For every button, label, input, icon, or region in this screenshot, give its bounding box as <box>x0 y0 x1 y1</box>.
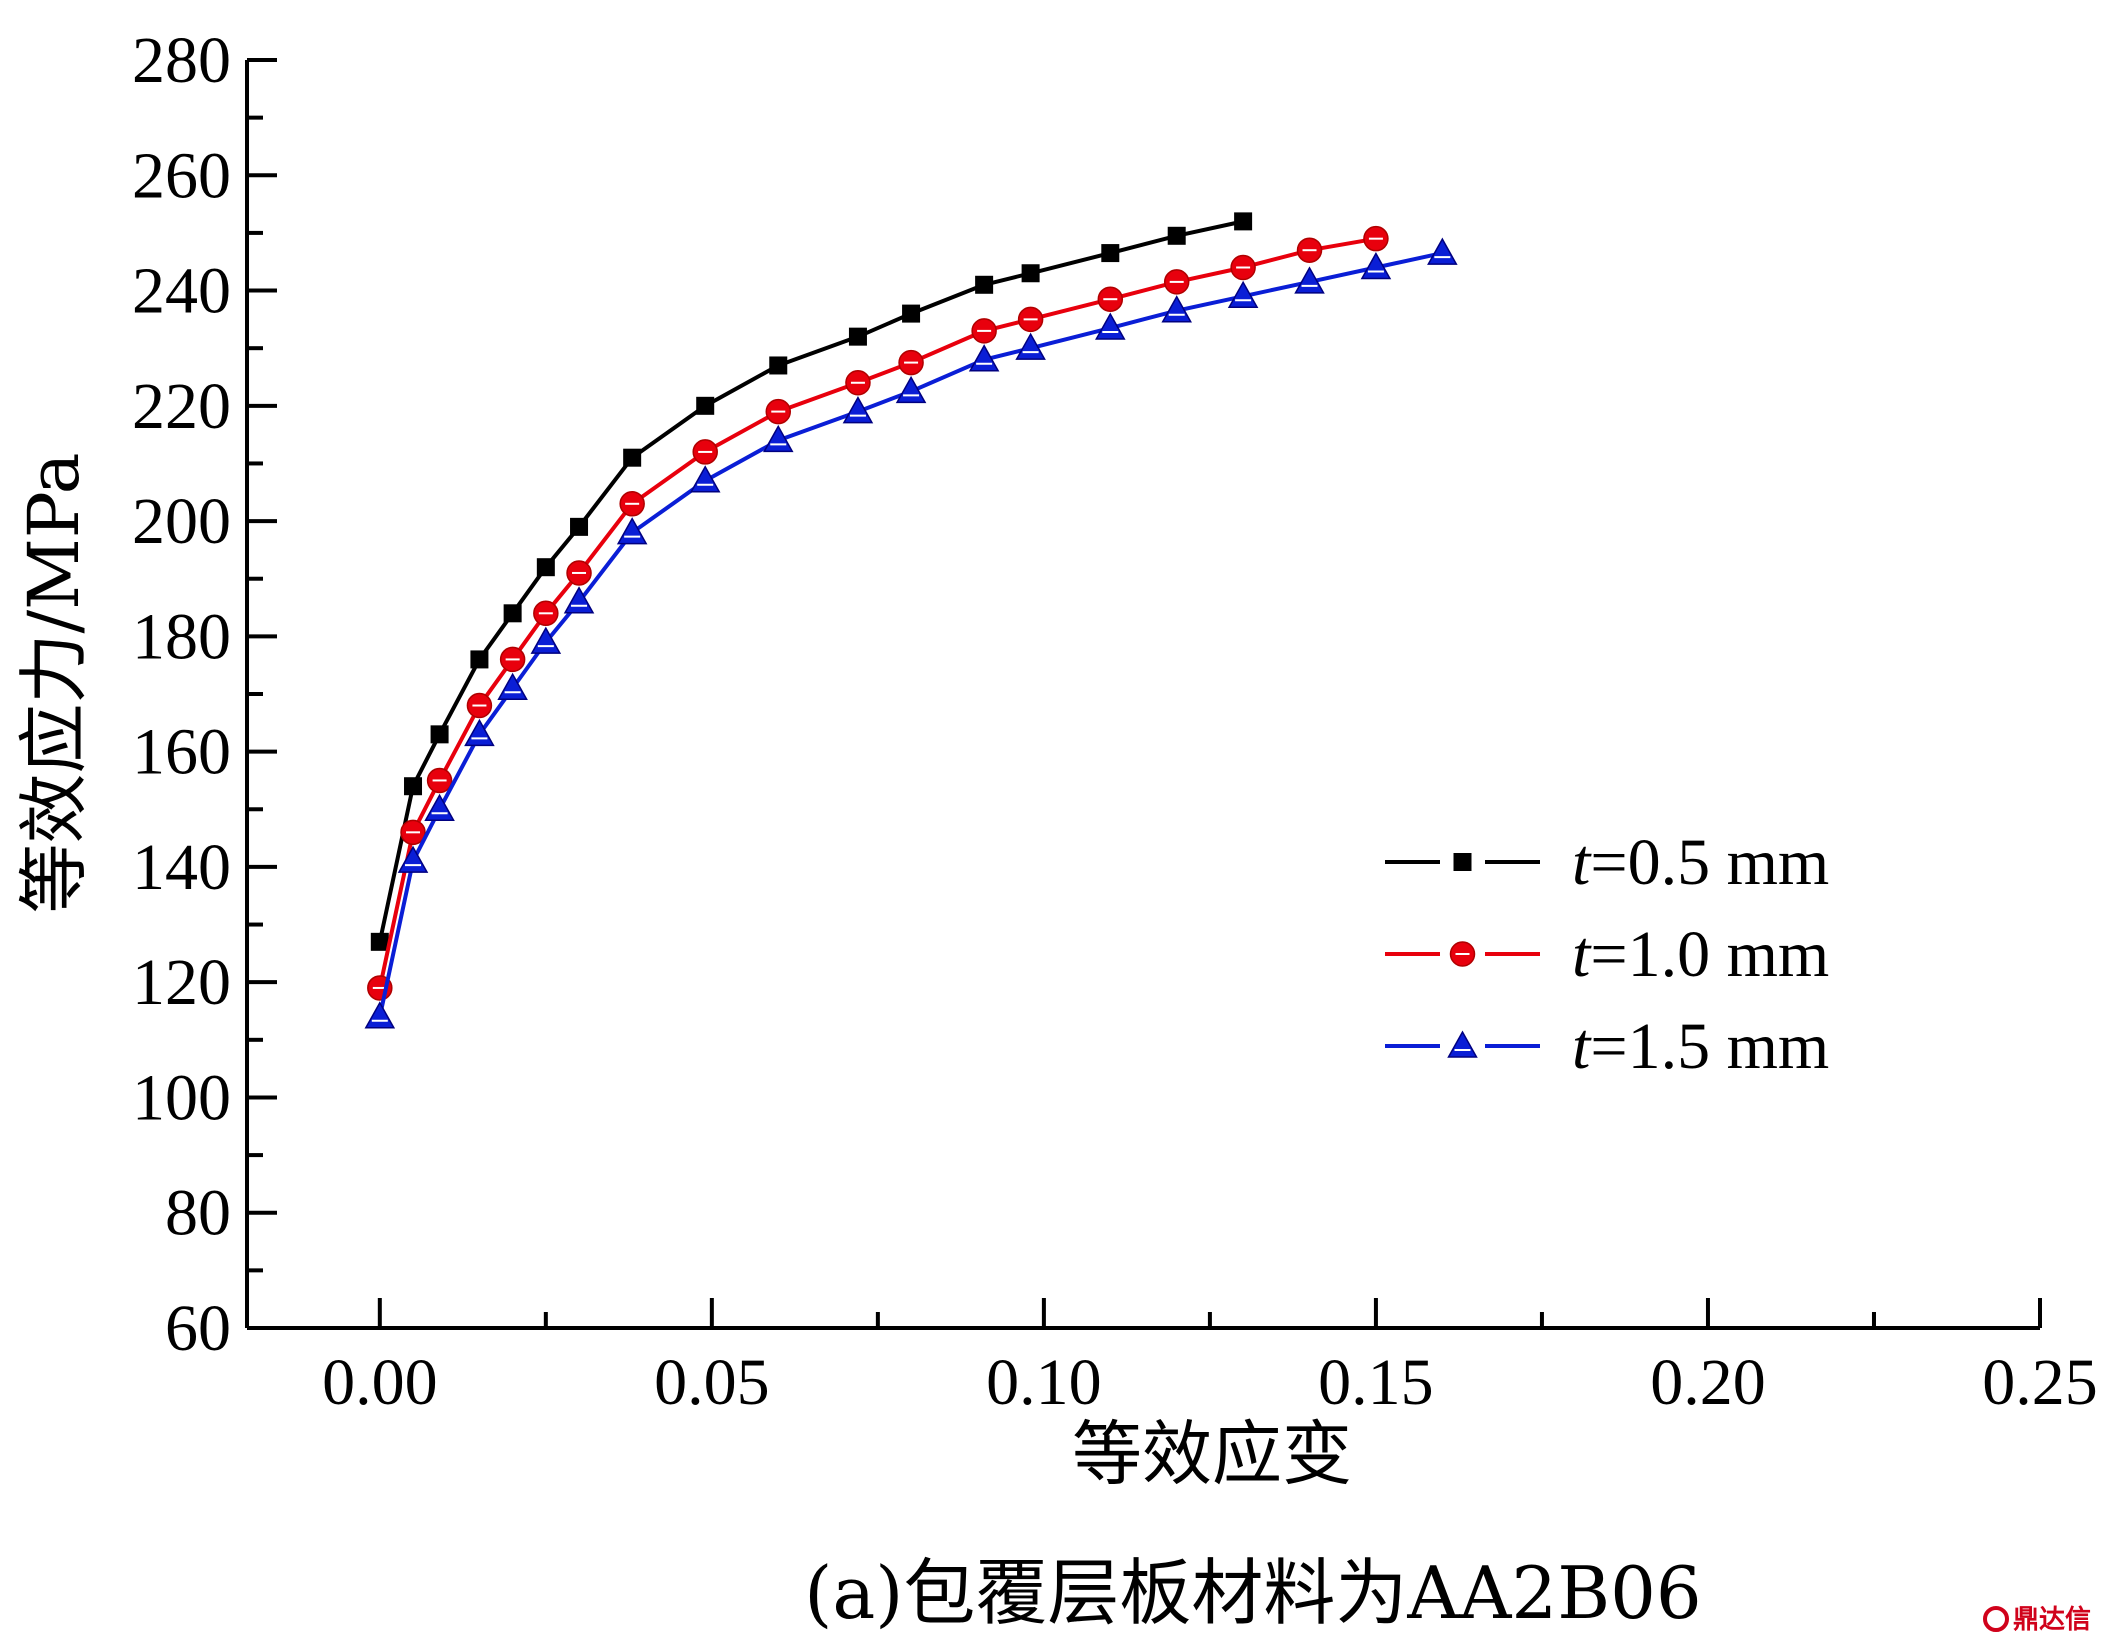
data-point <box>370 932 389 951</box>
data-point <box>1227 280 1259 309</box>
watermark-logo: 鼎达信 <box>1983 1605 2091 1635</box>
data-point <box>570 517 589 536</box>
data-point <box>971 318 997 344</box>
data-point <box>533 600 559 627</box>
data-point <box>616 517 648 545</box>
data-point <box>464 718 495 747</box>
series-layer <box>364 212 1458 1029</box>
y-tick-label: 60 <box>165 1292 231 1365</box>
y-tick-label: 240 <box>132 255 231 328</box>
data-point <box>1015 332 1046 360</box>
series-line <box>377 251 1443 1018</box>
legend-entry-1: t=0.5 mm <box>1385 826 1829 899</box>
legend-marker <box>1447 1030 1478 1058</box>
y-tick-label: 140 <box>132 831 231 904</box>
legend-marker <box>1453 853 1472 871</box>
data-point <box>497 672 528 700</box>
data-point <box>400 819 426 846</box>
data-point <box>623 448 642 467</box>
x-tick-label: 0.20 <box>1650 1346 1766 1419</box>
data-point <box>404 777 423 796</box>
data-point <box>845 370 871 396</box>
y-tick-label: 280 <box>132 24 231 97</box>
y-tick-label: 160 <box>132 716 231 789</box>
y-tick-label: 200 <box>132 485 231 558</box>
data-point <box>968 344 1000 372</box>
y-axis-title: 等效应力/MPa <box>13 453 95 914</box>
data-point <box>470 650 489 669</box>
data-point <box>769 356 788 375</box>
y-tick-label: 180 <box>132 600 231 673</box>
data-point <box>1095 312 1126 340</box>
data-point <box>1017 306 1044 333</box>
data-point <box>499 646 526 673</box>
data-point <box>1363 225 1389 252</box>
series-3 <box>364 237 1458 1029</box>
x-tick-label: 0.15 <box>1318 1346 1434 1419</box>
data-point <box>1234 212 1253 231</box>
data-point <box>364 1001 396 1029</box>
data-point <box>689 465 721 493</box>
data-point <box>430 725 449 744</box>
data-point <box>530 626 562 654</box>
data-point <box>696 396 715 415</box>
data-point <box>1161 295 1192 323</box>
series-line <box>377 236 1377 989</box>
legend-entry-2: t=1.0 mm <box>1385 918 1829 991</box>
data-point <box>1021 264 1040 283</box>
data-point <box>1427 237 1458 265</box>
data-point <box>975 275 994 294</box>
data-point <box>503 604 522 623</box>
x-tick-label: 0.10 <box>986 1346 1102 1419</box>
data-point <box>1097 286 1124 312</box>
y-tick-label: 220 <box>132 370 231 443</box>
data-point <box>619 491 645 517</box>
legend-label: t=0.5 mm <box>1572 826 1829 899</box>
x-tick-label: 0.25 <box>1982 1346 2098 1419</box>
data-point <box>902 304 921 323</box>
data-point <box>895 375 927 404</box>
y-tick-label: 120 <box>132 946 231 1019</box>
data-point <box>898 349 924 376</box>
data-point <box>563 586 595 614</box>
data-point <box>1163 269 1190 295</box>
x-axis-title: 等效应变 <box>1072 1413 1352 1495</box>
legend-marker <box>1449 941 1476 967</box>
data-point <box>848 327 867 346</box>
data-point <box>424 793 455 822</box>
data-point <box>566 560 592 586</box>
data-point <box>1360 251 1392 280</box>
legend-entry-3: t=1.5 mm <box>1385 1010 1829 1083</box>
legend: t=0.5 mm t=1.0 mm t=1.5 mm <box>1385 826 1829 1083</box>
data-point <box>536 558 555 577</box>
data-point <box>1230 254 1256 281</box>
data-point <box>1294 266 1325 294</box>
x-tick-label: 0.05 <box>654 1346 770 1419</box>
legend-label: t=1.5 mm <box>1572 1010 1829 1083</box>
data-point <box>1296 237 1323 263</box>
watermark-logo-icon <box>1983 1606 2009 1632</box>
data-point <box>426 767 453 794</box>
axes: 60 80 100 120 140 160 180 200 220 240 260 280 0.00 0.… <box>132 24 2098 1419</box>
y-tick-label: 80 <box>165 1177 231 1250</box>
data-point <box>1101 244 1120 263</box>
series-1 <box>370 212 1253 951</box>
data-point <box>762 424 794 453</box>
data-point <box>1167 226 1186 245</box>
data-point <box>397 845 429 873</box>
data-point <box>842 396 874 424</box>
data-point <box>692 439 718 465</box>
data-point <box>466 692 493 719</box>
y-tick-label: 260 <box>132 139 231 212</box>
x-tick-label: 0.00 <box>322 1346 438 1419</box>
data-point <box>765 398 792 425</box>
watermark-text: 鼎达信 <box>2013 1605 2091 1635</box>
figure-caption: (a)包覆层板材料为AA2B06 <box>804 1551 1701 1635</box>
legend-label: t=1.0 mm <box>1572 918 1829 991</box>
y-tick-label: 100 <box>132 1061 231 1134</box>
